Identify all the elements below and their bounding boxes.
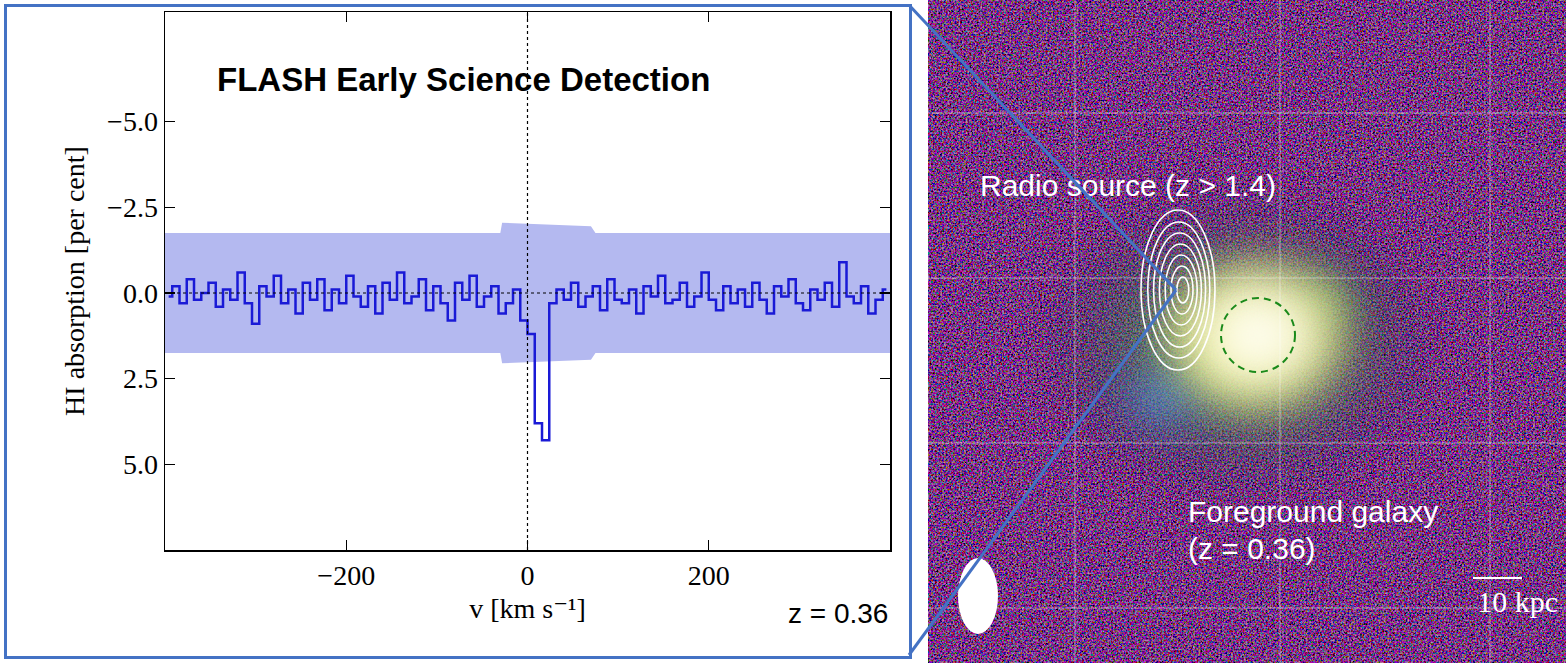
svg-text:z = 0.36: z = 0.36 [788, 598, 888, 629]
svg-text:−5.0: −5.0 [107, 106, 158, 137]
svg-text:−2.5: −2.5 [107, 192, 158, 223]
svg-text:0: 0 [521, 560, 535, 591]
svg-text:10 kpc: 10 kpc [1477, 585, 1558, 618]
svg-text:0.0: 0.0 [123, 278, 158, 309]
svg-text:2.5: 2.5 [123, 363, 158, 394]
svg-text:200: 200 [688, 560, 730, 591]
svg-text:Foreground galaxy: Foreground galaxy [1188, 495, 1438, 528]
svg-text:Radio source (z > 1.4): Radio source (z > 1.4) [980, 169, 1276, 202]
svg-text:(z = 0.36): (z = 0.36) [1188, 532, 1316, 565]
svg-text:−200: −200 [317, 560, 375, 591]
svg-text:v [km s⁻¹]: v [km s⁻¹] [469, 593, 586, 624]
svg-text:FLASH Early Science Detection: FLASH Early Science Detection [217, 61, 710, 98]
svg-text:HI absorption [per cent]: HI absorption [per cent] [59, 146, 90, 416]
svg-text:5.0: 5.0 [123, 449, 158, 480]
